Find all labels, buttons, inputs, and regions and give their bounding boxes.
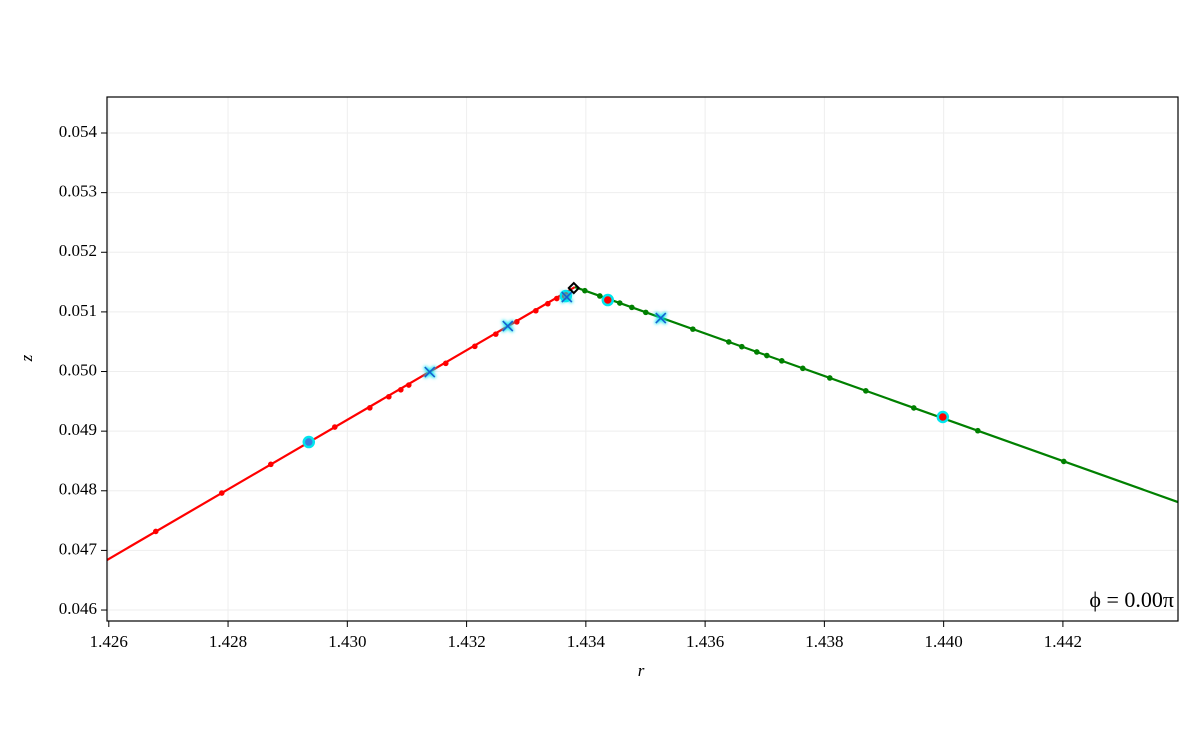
x-tick-label: 1.426	[90, 632, 128, 651]
point	[827, 375, 833, 381]
point	[601, 293, 615, 307]
y-tick-label: 0.046	[59, 599, 97, 618]
x-tick-label: 1.434	[567, 632, 606, 651]
point	[331, 424, 338, 430]
point	[642, 309, 649, 316]
line	[107, 286, 576, 561]
x-tick-label: 1.432	[447, 632, 485, 651]
line	[574, 285, 1178, 504]
y-tick-label: 0.054	[59, 122, 98, 141]
point	[513, 319, 520, 325]
point	[975, 427, 981, 434]
point	[567, 281, 581, 295]
point	[1061, 458, 1067, 465]
point	[725, 339, 732, 345]
x-tick-label: 1.442	[1044, 632, 1082, 651]
point	[863, 388, 869, 394]
point	[218, 490, 225, 496]
y-tick-label: 0.047	[59, 539, 98, 558]
point	[554, 295, 560, 302]
point	[386, 393, 392, 400]
point	[911, 405, 917, 411]
x-tick-label: 1.436	[686, 632, 724, 651]
annotation: ϕ = 0.00π	[1089, 587, 1174, 612]
point	[764, 352, 770, 359]
y-tick-label: 0.051	[59, 301, 97, 320]
point	[754, 349, 760, 355]
point	[629, 304, 635, 311]
point	[690, 326, 696, 332]
point	[398, 386, 404, 393]
point	[493, 331, 499, 337]
point	[655, 312, 667, 324]
y-tick-label: 0.050	[59, 360, 97, 379]
y-tick-label: 0.048	[59, 480, 97, 499]
y-tick-label: 0.052	[59, 241, 97, 260]
point	[472, 343, 478, 350]
point	[502, 320, 514, 332]
point	[545, 300, 551, 307]
point	[442, 360, 449, 367]
point	[561, 291, 573, 303]
x-tick-label: 1.430	[328, 632, 366, 651]
plot-frame	[106, 96, 1179, 622]
point	[424, 366, 436, 378]
x-tick-label: 1.438	[805, 632, 843, 651]
point	[406, 382, 412, 388]
x-tick-label: 1.440	[925, 632, 963, 651]
point	[302, 435, 316, 449]
point	[367, 405, 373, 411]
point	[597, 293, 603, 299]
point	[582, 287, 588, 294]
point	[779, 358, 785, 364]
point	[936, 410, 950, 424]
plot	[107, 97, 1178, 621]
point	[738, 343, 745, 350]
y-axis-label: z	[17, 354, 36, 362]
point	[152, 528, 159, 535]
point	[799, 365, 806, 372]
marks	[107, 281, 1178, 561]
y-tick-label: 0.053	[59, 182, 97, 201]
x-tick-label: 1.428	[209, 632, 247, 651]
point	[533, 307, 539, 314]
point	[268, 461, 274, 468]
x-axis-label: r	[638, 661, 645, 680]
y-tick-label: 0.049	[59, 420, 97, 439]
point	[616, 300, 623, 306]
